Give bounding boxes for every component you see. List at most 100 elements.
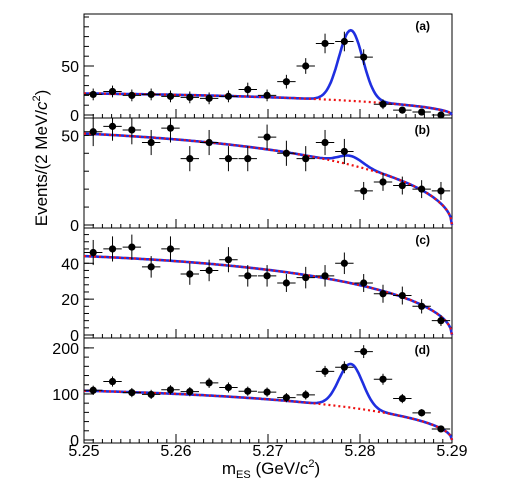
- data-point: [147, 138, 155, 147]
- data-point: [360, 347, 368, 356]
- data-point: [147, 90, 155, 99]
- y-tick-label: 50: [61, 128, 79, 145]
- y-tick-label: 20: [61, 292, 79, 309]
- data-point: [224, 256, 233, 264]
- panel-label: (c): [415, 233, 430, 247]
- data-point: [224, 155, 233, 163]
- data-point: [379, 290, 387, 298]
- background-curve: [84, 132, 454, 226]
- data-point: [398, 291, 406, 300]
- x-tick-label: 5.25: [68, 443, 99, 460]
- data-point: [186, 388, 194, 396]
- data-point: [282, 394, 290, 402]
- panel-label: (b): [415, 123, 430, 137]
- data-point: [108, 122, 117, 130]
- data-point: [398, 106, 406, 114]
- y-tick-label: 0: [70, 218, 79, 235]
- y-axis-label: Events/(2 MeV/c2): [31, 90, 51, 227]
- x-tick-label: 5.28: [344, 443, 375, 460]
- data-point: [398, 181, 406, 190]
- data-point: [418, 409, 426, 417]
- data-point: [244, 272, 252, 280]
- data-point: [108, 377, 117, 386]
- data-point: [89, 386, 97, 394]
- x-tick-labels: 5.25 5.26 5.27 5.28 5.29: [68, 443, 467, 460]
- data-point: [244, 387, 252, 395]
- data-point: [166, 124, 175, 132]
- data-point: [360, 187, 368, 195]
- x-tick-label: 5.27: [252, 443, 283, 460]
- data-point: [418, 185, 426, 193]
- data-point: [263, 272, 271, 280]
- data-point: [128, 126, 136, 134]
- data-point: [398, 394, 406, 403]
- data-point: [437, 111, 445, 119]
- data-point: [166, 245, 175, 253]
- total-fit-curve: [83, 28, 454, 116]
- panel-c: 0 20 40 (c): [61, 227, 454, 345]
- data-point: [186, 155, 194, 163]
- data-point: [166, 386, 175, 394]
- panel-label: (d): [415, 343, 430, 357]
- background-curve: [83, 255, 454, 336]
- data-point: [282, 149, 290, 157]
- total-fit-curve: [84, 132, 454, 226]
- data-point: [302, 62, 310, 70]
- data-point: [282, 78, 290, 86]
- data-point: [244, 85, 252, 94]
- data-point: [360, 279, 368, 287]
- y-tick-label: 0: [70, 328, 79, 345]
- data-point: [89, 90, 97, 99]
- data-point: [263, 388, 271, 396]
- x-tick-label: 5.29: [436, 443, 467, 460]
- panel-frame: [83, 227, 453, 339]
- data-point: [205, 266, 213, 275]
- y-tick-label: 0: [70, 108, 79, 125]
- data-point: [379, 100, 387, 108]
- data-point: [244, 155, 252, 163]
- panel-frame: [83, 13, 453, 119]
- x-tick-label: 5.26: [160, 443, 191, 460]
- data-point: [186, 270, 194, 278]
- data-point: [340, 147, 348, 156]
- data-point: [263, 133, 271, 141]
- data-point: [282, 279, 290, 287]
- data-point: [128, 388, 136, 397]
- y-tick-label: 50: [61, 59, 79, 76]
- data-point: [437, 317, 445, 325]
- x-axis-label: mES (GeV/c2): [222, 458, 320, 481]
- data-point: [379, 178, 387, 186]
- y-tick-label: 0: [70, 433, 79, 450]
- data-point: [437, 187, 445, 195]
- background-curve: [83, 389, 454, 441]
- data-point: [186, 93, 194, 101]
- y-tick-label: 100: [52, 387, 79, 404]
- data-point: [224, 92, 233, 100]
- data-point: [224, 383, 233, 392]
- data-point: [340, 37, 348, 46]
- data-point: [128, 243, 136, 251]
- data-point: [89, 248, 97, 257]
- data-point: [418, 302, 426, 310]
- data-point: [360, 53, 368, 61]
- data-point: [321, 138, 329, 147]
- data-point: [302, 274, 310, 282]
- panel-label: (a): [415, 19, 430, 33]
- data-point: [128, 91, 136, 99]
- data-point: [147, 390, 155, 399]
- data-point: [302, 391, 310, 399]
- data-point: [321, 39, 329, 48]
- data-point: [205, 94, 213, 102]
- data-point: [205, 379, 213, 387]
- data-point: [340, 259, 348, 267]
- data-point: [166, 92, 175, 100]
- data-point: [418, 108, 426, 116]
- data-point: [379, 375, 387, 383]
- y-tick-label: 40: [61, 256, 79, 273]
- data-point: [263, 91, 271, 99]
- panel-d: 0 100 200 (d): [52, 337, 454, 450]
- data-point: [321, 272, 329, 280]
- data-point: [108, 245, 117, 253]
